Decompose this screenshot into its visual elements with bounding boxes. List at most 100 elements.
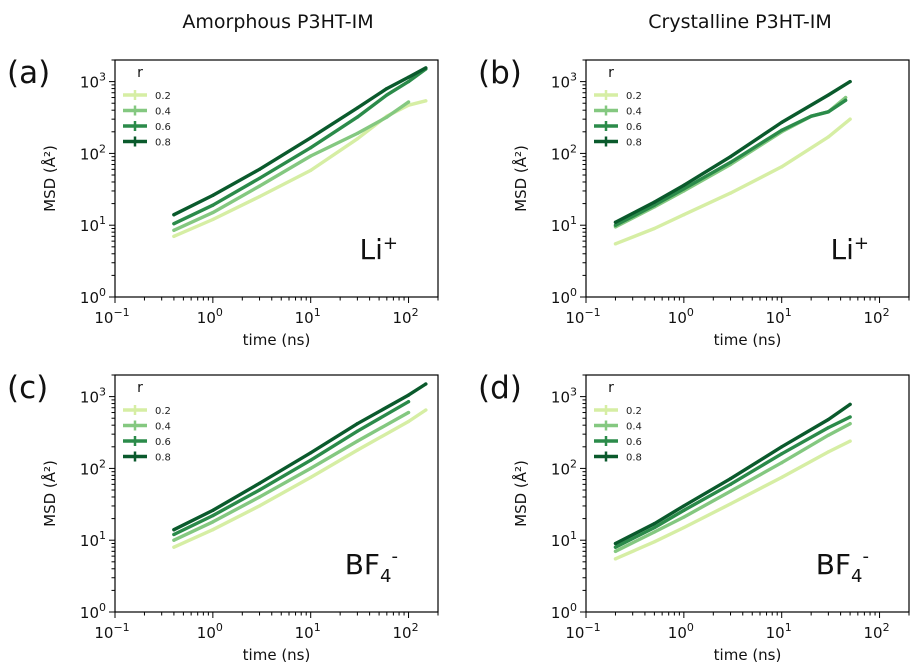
data-point bbox=[652, 226, 656, 231]
ion-label: Li+ bbox=[831, 233, 869, 266]
data-point bbox=[424, 66, 428, 70]
y-tick-label: 101 bbox=[551, 214, 577, 235]
data-point bbox=[613, 223, 618, 227]
data-point bbox=[172, 528, 176, 532]
data-point bbox=[406, 100, 411, 104]
data-point bbox=[780, 128, 784, 132]
legend-title: r bbox=[137, 380, 143, 396]
data-point bbox=[355, 137, 359, 141]
data-point bbox=[309, 451, 313, 455]
plot-frame bbox=[585, 59, 910, 298]
data-point bbox=[613, 545, 618, 549]
y-tick-label: 103 bbox=[551, 386, 577, 407]
data-point bbox=[424, 382, 428, 386]
y-axis-label: MSD (Å²) bbox=[511, 460, 530, 527]
data-point bbox=[652, 530, 656, 534]
data-point bbox=[826, 93, 830, 97]
x-tick-label: 102 bbox=[863, 621, 889, 642]
data-point bbox=[172, 538, 176, 542]
legend-label: 0.2 bbox=[155, 91, 171, 102]
data-point bbox=[780, 120, 784, 125]
series-line-r-0.8 bbox=[172, 66, 428, 217]
legend-label: 0.2 bbox=[155, 406, 171, 417]
data-point bbox=[172, 222, 176, 226]
data-point bbox=[211, 520, 215, 524]
y-tick-label: 103 bbox=[80, 386, 106, 407]
data-point bbox=[355, 131, 359, 135]
data-point bbox=[309, 146, 313, 150]
data-point bbox=[355, 115, 359, 119]
series-line-r-0.6 bbox=[613, 415, 852, 549]
x-axis-label: time (ns) bbox=[243, 646, 311, 664]
x-tick-label: 10−1 bbox=[565, 306, 600, 327]
data-point bbox=[728, 482, 733, 486]
data-point bbox=[728, 477, 733, 481]
data-point bbox=[211, 514, 215, 518]
series-line-r-0.8 bbox=[613, 402, 852, 546]
legend-label: 0.8 bbox=[155, 453, 171, 464]
data-point bbox=[682, 183, 686, 187]
legend-label: 0.8 bbox=[626, 138, 642, 149]
x-tick-label: 100 bbox=[197, 621, 223, 642]
panel-label: (b) bbox=[478, 55, 522, 91]
data-point bbox=[309, 154, 313, 158]
panel-label: (d) bbox=[478, 370, 522, 406]
data-point bbox=[780, 445, 784, 449]
data-point bbox=[613, 220, 618, 224]
legend-label: 0.6 bbox=[626, 122, 642, 133]
x-tick-label: 101 bbox=[766, 621, 792, 642]
data-point bbox=[826, 450, 830, 454]
plot-frame bbox=[114, 59, 439, 298]
data-point bbox=[728, 502, 733, 506]
data-point bbox=[848, 415, 852, 419]
ion-label: BF4- bbox=[816, 546, 869, 587]
data-point bbox=[309, 458, 313, 462]
data-point bbox=[848, 422, 852, 426]
panel-label: (a) bbox=[7, 55, 50, 91]
data-point bbox=[406, 400, 411, 404]
data-point bbox=[309, 168, 313, 172]
data-point bbox=[826, 135, 830, 139]
x-tick-label: 10−1 bbox=[94, 621, 129, 642]
data-point bbox=[613, 557, 618, 561]
data-point bbox=[613, 242, 618, 246]
data-point bbox=[848, 117, 852, 121]
x-axis-label: time (ns) bbox=[243, 331, 311, 349]
data-point bbox=[848, 402, 852, 406]
data-point bbox=[652, 522, 656, 526]
data-point bbox=[826, 426, 830, 430]
data-point bbox=[257, 184, 262, 188]
data-point bbox=[844, 98, 848, 102]
data-point bbox=[682, 515, 686, 519]
data-point bbox=[257, 504, 262, 508]
data-point bbox=[172, 234, 176, 238]
data-point bbox=[780, 461, 784, 465]
data-point bbox=[809, 114, 813, 118]
data-point bbox=[211, 203, 215, 207]
y-axis-label: MSD (Å²) bbox=[40, 145, 59, 212]
legend-label: 0.2 bbox=[626, 91, 642, 102]
legend-label: 0.6 bbox=[155, 437, 171, 448]
data-point bbox=[424, 99, 428, 103]
data-point bbox=[728, 191, 733, 195]
x-tick-label: 101 bbox=[295, 306, 321, 327]
y-tick-label: 103 bbox=[551, 71, 577, 92]
legend-label: 0.2 bbox=[626, 406, 642, 417]
data-point bbox=[613, 549, 618, 553]
data-point bbox=[257, 176, 262, 180]
y-tick-label: 102 bbox=[551, 142, 577, 163]
data-point bbox=[406, 393, 411, 397]
data-point bbox=[682, 504, 686, 508]
data-point bbox=[826, 433, 830, 437]
data-point bbox=[406, 75, 411, 79]
y-tick-label: 102 bbox=[80, 457, 106, 478]
x-axis-label: time (ns) bbox=[714, 646, 782, 664]
data-point bbox=[682, 187, 686, 191]
data-point bbox=[355, 439, 359, 443]
data-point bbox=[406, 410, 411, 415]
ion-label: Li+ bbox=[360, 233, 398, 266]
data-point bbox=[172, 213, 176, 217]
legend-title: r bbox=[608, 65, 614, 81]
